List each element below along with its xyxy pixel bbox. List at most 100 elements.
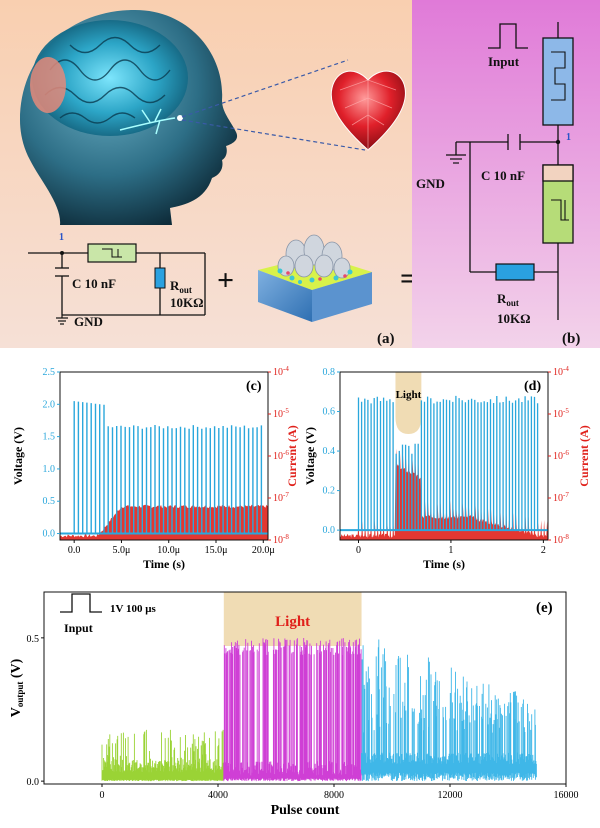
chart-d-y2-tick-label: 10-4: [553, 365, 569, 378]
chart-e-x-tick-label: 0: [100, 790, 105, 801]
chart-d-y-tick-label: 0.4: [323, 446, 336, 457]
chart-e-x-tick-label: 8000: [324, 790, 344, 801]
device-b-top: [542, 37, 574, 126]
brain-highlight: [30, 57, 66, 113]
chart-e-y-tick-label: 0.0: [27, 777, 40, 788]
chart-d-x-tick-label: 2: [541, 545, 546, 556]
panel-b: Input 1 GND C 10 nF Rout 10: [412, 0, 600, 348]
chart-d-y-tick-label: 0.0: [323, 525, 336, 536]
projection-line-top: [181, 59, 349, 118]
chart-c-ylabel: Voltage (V): [11, 427, 25, 485]
device-b-top-symbol: [551, 51, 566, 101]
chart-d: Light 0 1 2 0.0 0.2 0.4 0.6 0.8 10-8 10-7 10-6 10-5 1…: [303, 365, 591, 571]
chart-d-voltage-series: [357, 395, 539, 531]
chart-c-xlabel: Time (s): [143, 557, 185, 571]
ground-a-icon: [56, 315, 68, 325]
chart-c-y2-tick-label: 10-6: [273, 449, 289, 462]
node-b: [555, 139, 561, 145]
chart-d-x-tick-label: 0: [356, 545, 361, 556]
chart-c-voltage-series: [73, 401, 263, 534]
chart-c-y-tick-label: 0.0: [43, 529, 56, 540]
chart-c-y-tick-label: 2.5: [43, 367, 56, 378]
input-label-b: Input: [488, 54, 520, 69]
chart-c-x-tick-label: 20.0μ: [252, 545, 275, 556]
node-b-label: 1: [566, 132, 571, 143]
panel-b-label: (b): [562, 331, 580, 347]
chart-d-panel-label: (d): [524, 379, 541, 394]
panel-a: 1 C 10 nF Rout 10KΩ GND +: [0, 0, 417, 348]
chart-c-x-tick-label: 0.0: [68, 545, 81, 556]
chart-e-light-band: [223, 592, 362, 646]
chart-d-y2-tick-label: 10-6: [553, 449, 569, 462]
optic-nerve: [119, 108, 176, 135]
chart-c-y2-tick-label: 10-8: [273, 533, 289, 546]
brain-folds: [44, 36, 171, 124]
chart-c-x-tick-label: 10.0μ: [157, 545, 180, 556]
resistor-a-value: 10KΩ: [170, 295, 204, 310]
input-pulse-icon: [488, 23, 528, 49]
chart-c-y-tick-label: 2.0: [43, 399, 56, 410]
resistor-b-label: Rout: [497, 291, 519, 308]
chart-e-series-before-light: [101, 729, 224, 782]
resistor-b: [495, 263, 535, 281]
chart-e-frame: [43, 591, 567, 785]
eye-dot: [177, 115, 183, 121]
chart-c-y-tick-label: 1.0: [43, 464, 56, 475]
capacitor-b-label: C 10 nF: [481, 168, 525, 183]
ground-b-label: GND: [416, 176, 445, 191]
chart-c-y2label: Current (A): [285, 425, 299, 486]
device-b-bottom-top: [542, 164, 574, 182]
chart-e-series-after-light: [361, 639, 537, 782]
chart-c-y2-tick-label: 10-7: [273, 491, 289, 504]
chart-d-light-label: Light: [396, 389, 422, 401]
chart-e-series-during-light: [223, 638, 362, 782]
chart-d-y-tick-label: 0.2: [323, 486, 336, 497]
chart-e-x-tick-label: 16000: [554, 790, 579, 801]
node-a: [60, 251, 64, 255]
chart-d-y2-tick-label: 10-8: [553, 533, 569, 546]
chart-e-x-tick-label: 12000: [438, 790, 463, 801]
chart-d-y-tick-label: 0.6: [323, 407, 336, 418]
chart-c: 0.0 5.0μ 10.0μ 15.0μ 20.0μ 0.0 0.5 1.0 1.5 2.0 2.5…: [11, 365, 299, 571]
device-b-bottom-symbol: [551, 199, 569, 221]
chart-c-y2-tick-label: 10-4: [273, 365, 289, 378]
chart-c-x-tick-label: 15.0μ: [205, 545, 228, 556]
chart-e: Light 0 4000 8000 12000 16000 0.0 0.5 Pulse coun…: [9, 591, 579, 818]
panel-a-label: (a): [377, 331, 395, 347]
material-illustration: [258, 234, 372, 322]
chart-d-ylabel: Voltage (V): [303, 427, 317, 485]
plus-sign: +: [217, 264, 234, 297]
projection-line-bottom: [181, 119, 366, 151]
chart-e-input-label: Input: [64, 621, 93, 635]
chart-e-input-spec: 1V 100 μs: [110, 603, 156, 615]
chart-d-xlabel: Time (s): [423, 557, 465, 571]
chart-e-y-tick-label: 0.5: [27, 634, 40, 645]
chart-e-ylabel: Voutput (V): [9, 658, 25, 717]
chart-e-light-label: Light: [275, 614, 310, 630]
device-a-symbol: [102, 248, 122, 258]
chart-d-y2-tick-label: 10-5: [553, 407, 569, 420]
chart-d-y-tick-label: 0.8: [323, 367, 336, 378]
chart-e-xlabel: Pulse count: [271, 803, 340, 818]
resistor-a-label: Rout: [170, 278, 192, 295]
capacitor-a-label: C 10 nF: [72, 276, 116, 291]
chart-e-x-tick-label: 4000: [208, 790, 228, 801]
circuit-b: [455, 22, 559, 320]
heart-facets: [339, 79, 397, 150]
resistor-a: [154, 267, 166, 289]
chart-e-input-pulse-icon: [60, 593, 102, 613]
chart-d-x-tick-label: 1: [448, 545, 453, 556]
chart-c-panel-label: (c): [246, 379, 262, 394]
ground-a-label: GND: [74, 314, 103, 329]
ground-b-icon: [446, 154, 466, 164]
chart-c-y-tick-label: 0.5: [43, 496, 56, 507]
brain-illustration: [32, 20, 188, 136]
chart-d-light-band: [395, 372, 422, 434]
chart-e-panel-label: (e): [536, 600, 553, 616]
chart-d-y2-tick-label: 10-7: [553, 491, 569, 504]
chart-c-x-tick-label: 5.0μ: [113, 545, 131, 556]
chart-c-y-tick-label: 1.5: [43, 432, 56, 443]
chart-d-y2label: Current (A): [577, 425, 591, 486]
chart-c-y2-tick-label: 10-5: [273, 407, 289, 420]
